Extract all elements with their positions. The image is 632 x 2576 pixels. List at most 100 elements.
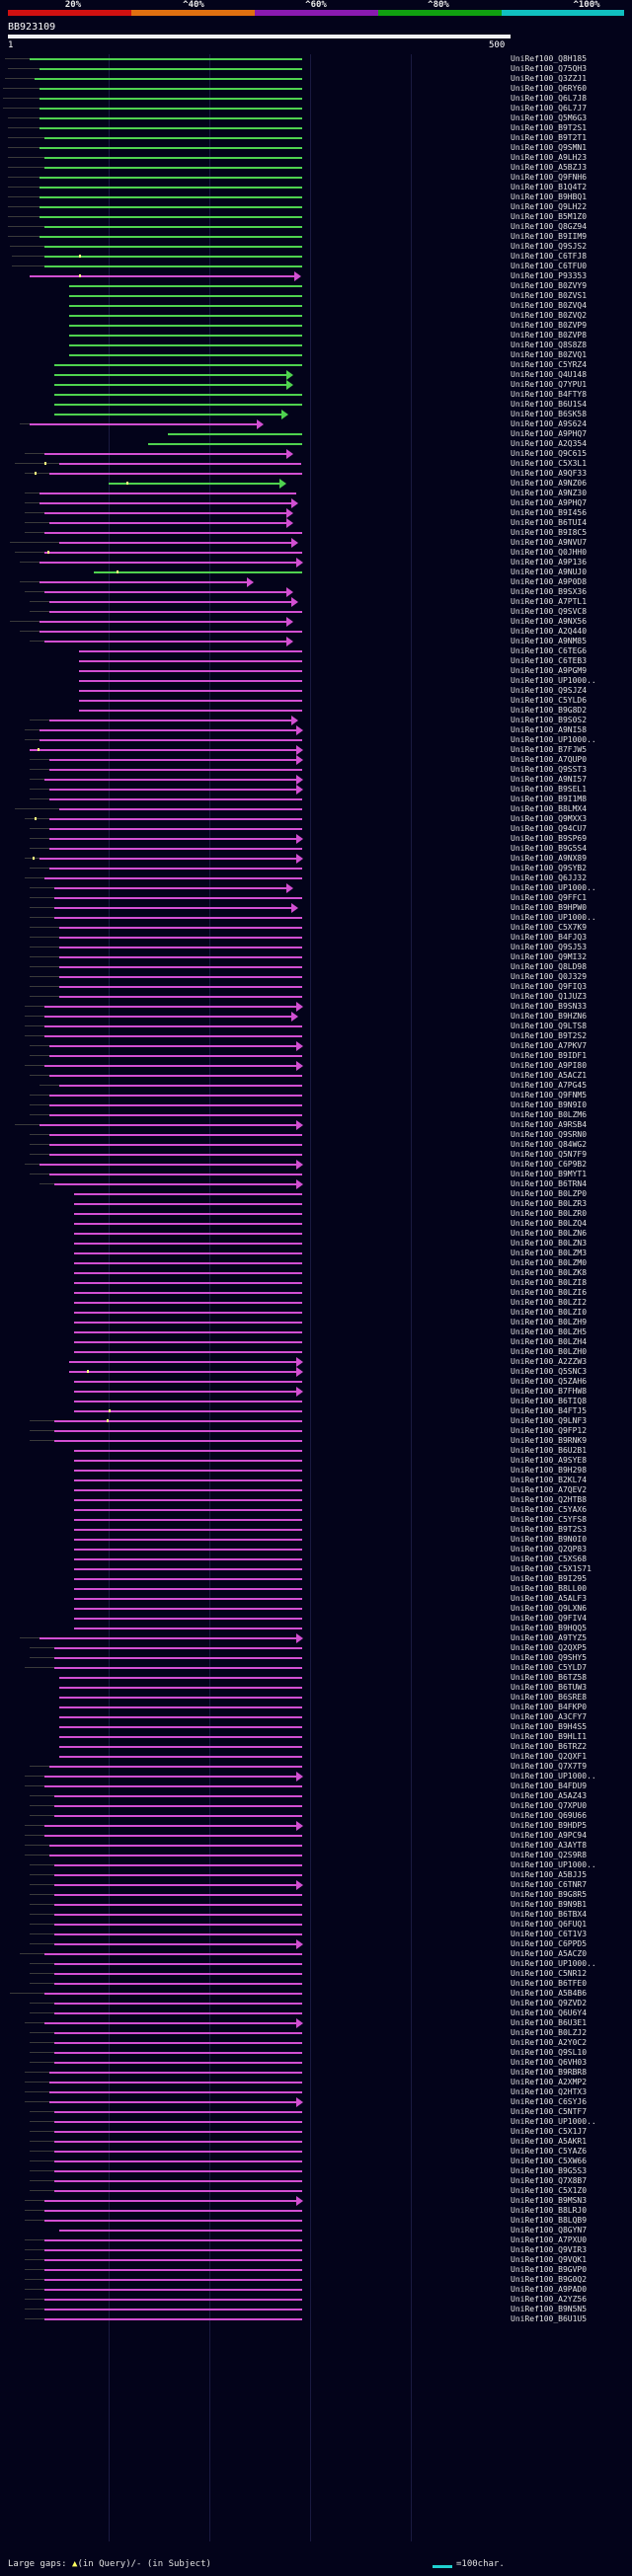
hit-label-link[interactable]: UniRef100_A9PI80 <box>511 1061 588 1070</box>
hit-label-link[interactable]: UniRef100_A7PKV7 <box>511 1041 588 1050</box>
hit-row[interactable]: UniRef100_A9PHQ7 <box>0 498 632 508</box>
hit-label-link[interactable]: UniRef100_B9SP69 <box>511 834 588 843</box>
hit-row[interactable]: UniRef100_A9SYE8 <box>0 1456 632 1466</box>
hit-row[interactable]: UniRef100_Q9VIR3 <box>0 2245 632 2255</box>
hit-row[interactable]: UniRef100_C6TNR7 <box>0 1880 632 1890</box>
hit-label-link[interactable]: UniRef100_A5ACZ1 <box>511 1071 588 1080</box>
hit-label-link[interactable]: UniRef100_B9H298 <box>511 1466 588 1475</box>
hit-row[interactable]: UniRef100_B0ZVQ4 <box>0 301 632 311</box>
hit-label-link[interactable]: UniRef100_Q9SYB2 <box>511 864 588 872</box>
hit-label-link[interactable]: UniRef100_B0LZH4 <box>511 1337 588 1346</box>
hit-row[interactable]: UniRef100_B7FHW8 <box>0 1387 632 1397</box>
hit-row[interactable]: UniRef100_Q8LD98 <box>0 962 632 972</box>
hit-row[interactable]: UniRef100_A7QUP0 <box>0 755 632 765</box>
hit-label-link[interactable]: UniRef100_Q0J329 <box>511 972 588 981</box>
hit-label-link[interactable]: UniRef100_B1Q4T2 <box>511 183 588 191</box>
hit-label-link[interactable]: UniRef100_UP1000.. <box>511 735 596 744</box>
hit-row[interactable]: UniRef100_B9G8D2 <box>0 706 632 716</box>
hit-label-link[interactable]: UniRef100_Q6L7J8 <box>511 94 588 103</box>
hit-row[interactable]: UniRef100_B9I456 <box>0 508 632 518</box>
hit-row[interactable]: UniRef100_A5ACZ1 <box>0 1071 632 1081</box>
hit-row[interactable]: UniRef100_C5YLD7 <box>0 1663 632 1673</box>
hit-label-link[interactable]: UniRef100_B4FTJ5 <box>511 1406 588 1415</box>
hit-row[interactable]: UniRef100_B9N5N5 <box>0 2305 632 2314</box>
hit-label-link[interactable]: UniRef100_B9RNK9 <box>511 1436 588 1445</box>
hit-row[interactable]: UniRef100_A9S624 <box>0 419 632 429</box>
hit-row[interactable]: UniRef100_Q9SL10 <box>0 2048 632 2058</box>
hit-row[interactable]: UniRef100_Q9LXN6 <box>0 1604 632 1614</box>
hit-label-link[interactable]: UniRef100_A9TYZ5 <box>511 1633 588 1642</box>
hit-row[interactable]: UniRef100_A9NX56 <box>0 617 632 627</box>
hit-label-link[interactable]: UniRef100_B4FTY8 <box>511 390 588 399</box>
hit-row[interactable]: UniRef100_Q9FFC1 <box>0 893 632 903</box>
hit-label-link[interactable]: UniRef100_A9P136 <box>511 558 588 567</box>
hit-label-link[interactable]: UniRef100_C5YFS8 <box>511 1515 588 1524</box>
hit-label-link[interactable]: UniRef100_UP1000.. <box>511 1772 596 1780</box>
hit-label-link[interactable]: UniRef100_B4FKP0 <box>511 1703 588 1711</box>
hit-row[interactable]: UniRef100_A9RSB4 <box>0 1120 632 1130</box>
hit-label-link[interactable]: UniRef100_Q9ZVD2 <box>511 1999 588 2008</box>
hit-label-link[interactable]: UniRef100_A9NI58 <box>511 725 588 734</box>
hit-row[interactable]: UniRef100_C5YLD6 <box>0 696 632 706</box>
hit-row[interactable]: UniRef100_B9S0S2 <box>0 716 632 725</box>
hit-row[interactable]: UniRef100_Q9SYB2 <box>0 864 632 873</box>
hit-row[interactable]: UniRef100_Q84WG2 <box>0 1140 632 1150</box>
hit-label-link[interactable]: UniRef100_B6TFE0 <box>511 1979 588 1988</box>
hit-label-link[interactable]: UniRef100_A3AYT8 <box>511 1841 588 1850</box>
hit-label-link[interactable]: UniRef100_Q4U148 <box>511 370 588 379</box>
hit-row[interactable]: UniRef100_Q6VH03 <box>0 2058 632 2068</box>
hit-label-link[interactable]: UniRef100_B9S0S2 <box>511 716 588 724</box>
hit-label-link[interactable]: UniRef100_C5X3L1 <box>511 459 588 468</box>
hit-label-link[interactable]: UniRef100_Q6JJ32 <box>511 873 588 882</box>
hit-label-link[interactable]: UniRef100_C5YAX6 <box>511 1505 588 1514</box>
hit-label-link[interactable]: UniRef100_A5BJJ5 <box>511 1870 588 1879</box>
hit-row[interactable]: UniRef100_Q2QXF1 <box>0 1752 632 1762</box>
hit-row[interactable]: UniRef100_C5XS68 <box>0 1554 632 1564</box>
hit-row[interactable]: UniRef100_C5XW66 <box>0 2157 632 2166</box>
hit-label-link[interactable]: UniRef100_Q9LNF3 <box>511 1416 588 1425</box>
hit-row[interactable]: UniRef100_UP1000.. <box>0 2117 632 2127</box>
hit-row[interactable]: UniRef100_B6TUW3 <box>0 1683 632 1693</box>
hit-label-link[interactable]: UniRef100_A5AZ43 <box>511 1791 588 1800</box>
hit-label-link[interactable]: UniRef100_A9NX56 <box>511 617 588 626</box>
hit-row[interactable]: UniRef100_Q6FUQ1 <box>0 1920 632 1930</box>
hit-label-link[interactable]: UniRef100_C6T1V3 <box>511 1930 588 1938</box>
hit-label-link[interactable]: UniRef100_Q2HTX3 <box>511 2087 588 2096</box>
hit-row[interactable]: UniRef100_Q8H185 <box>0 54 632 64</box>
hit-label-link[interactable]: UniRef100_B6TRN4 <box>511 1179 588 1188</box>
hit-row[interactable]: UniRef100_B6TBX4 <box>0 1910 632 1920</box>
hit-row[interactable]: UniRef100_C5YRZ4 <box>0 360 632 370</box>
hit-label-link[interactable]: UniRef100_B6TRZ2 <box>511 1742 588 1751</box>
hit-label-link[interactable]: UniRef100_Q9SHY5 <box>511 1653 588 1662</box>
hit-row[interactable]: UniRef100_A2Y0C2 <box>0 2038 632 2048</box>
hit-row[interactable]: UniRef100_B9IDF1 <box>0 1051 632 1061</box>
hit-row[interactable]: UniRef100_B8LL00 <box>0 1584 632 1594</box>
hit-row[interactable]: UniRef100_B9SN33 <box>0 1002 632 1012</box>
hit-label-link[interactable]: UniRef100_C6TEG6 <box>511 646 588 655</box>
hit-label-link[interactable]: UniRef100_A9PGM9 <box>511 666 588 675</box>
hit-row[interactable]: UniRef100_Q9FNH6 <box>0 173 632 183</box>
hit-label-link[interactable]: UniRef100_B9HLI1 <box>511 1732 588 1741</box>
hit-label-link[interactable]: UniRef100_B9HQQ5 <box>511 1624 588 1632</box>
hit-row[interactable]: UniRef100_B9IIM9 <box>0 232 632 242</box>
hit-row[interactable]: UniRef100_B9G5S4 <box>0 844 632 854</box>
hit-row[interactable]: UniRef100_A9PHQ7 <box>0 429 632 439</box>
hit-row[interactable]: UniRef100_B0LZN3 <box>0 1239 632 1249</box>
hit-row[interactable]: UniRef100_B9HLI1 <box>0 1732 632 1742</box>
hit-row[interactable]: UniRef100_C5YAX6 <box>0 1505 632 1515</box>
hit-row[interactable]: UniRef100_B6TRZ2 <box>0 1742 632 1752</box>
hit-row[interactable]: UniRef100_B0ZVQ2 <box>0 311 632 321</box>
hit-label-link[interactable]: UniRef100_B8LMX4 <box>511 804 588 813</box>
hit-row[interactable]: UniRef100_B6TRN4 <box>0 1179 632 1189</box>
hit-row[interactable]: UniRef100_Q6U6Y4 <box>0 2008 632 2018</box>
hit-row[interactable]: UniRef100_A9PC94 <box>0 1831 632 1841</box>
hit-label-link[interactable]: UniRef100_A9NUJ0 <box>511 568 588 576</box>
hit-label-link[interactable]: UniRef100_B0LZN6 <box>511 1229 588 1238</box>
hit-label-link[interactable]: UniRef100_B6SRE8 <box>511 1693 588 1702</box>
hit-label-link[interactable]: UniRef100_B4FDU9 <box>511 1781 588 1790</box>
hit-label-link[interactable]: UniRef100_Q6FUQ1 <box>511 1920 588 1929</box>
hit-label-link[interactable]: UniRef100_Q9MXX3 <box>511 814 588 823</box>
hit-label-link[interactable]: UniRef100_A9NZ06 <box>511 479 588 488</box>
hit-label-link[interactable]: UniRef100_B0LZM0 <box>511 1258 588 1267</box>
hit-row[interactable]: UniRef100_B0LZN6 <box>0 1229 632 1239</box>
